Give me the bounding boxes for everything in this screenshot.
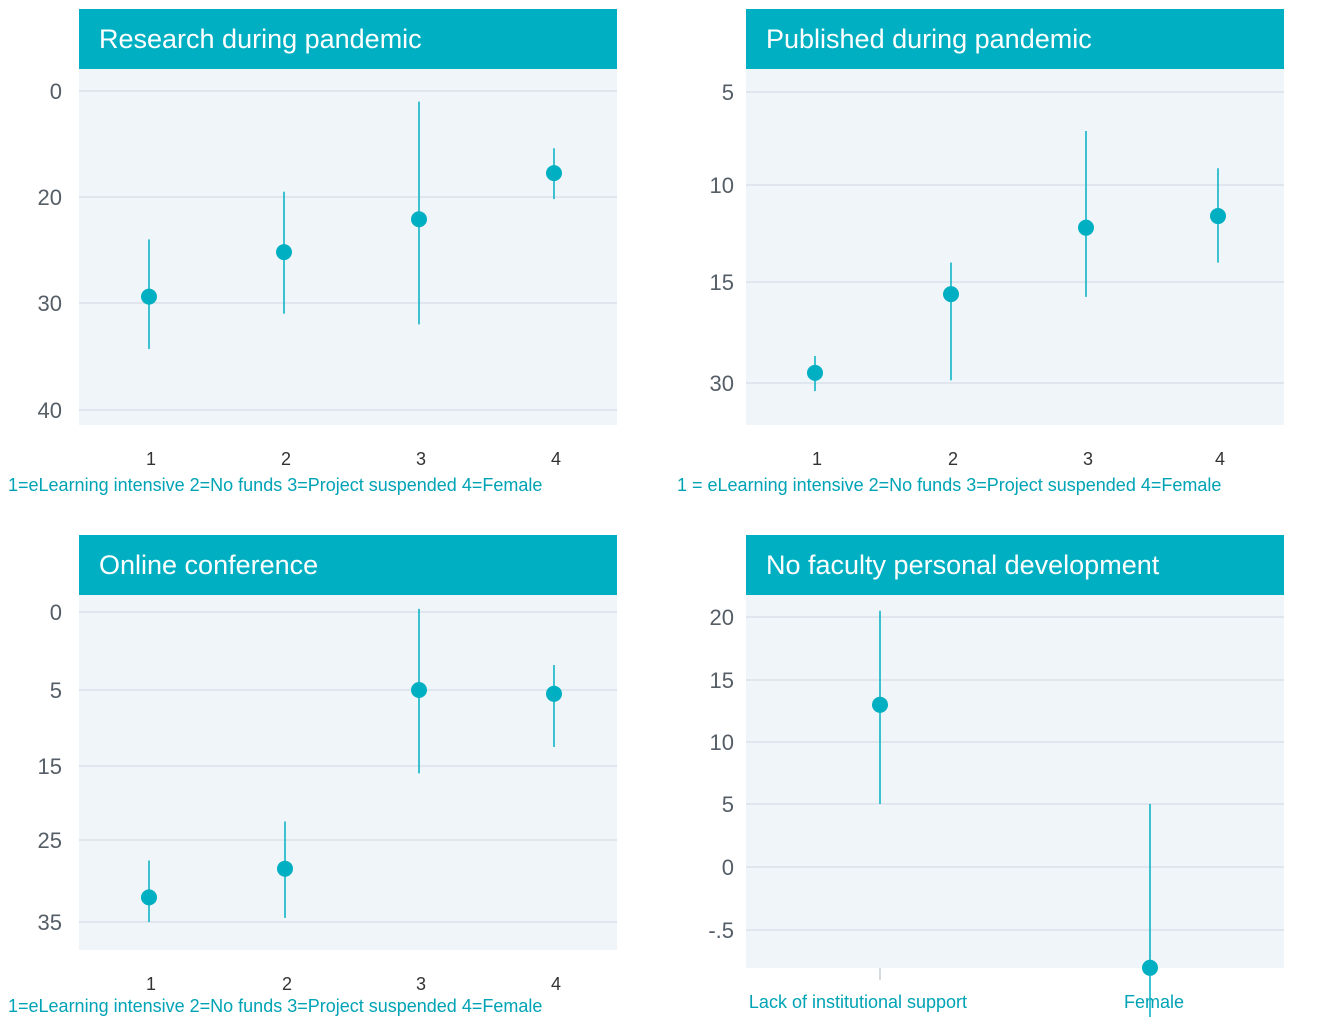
data-point [1210, 208, 1226, 225]
x-tick-label: 1 [146, 974, 156, 994]
y-tick-label: 20 [710, 605, 734, 630]
y-tick-label: 15 [710, 270, 734, 295]
chart-title: Online conference [79, 535, 617, 595]
y-tick-label: 40 [38, 398, 62, 423]
data-point [141, 288, 157, 305]
y-tick-label: 5 [50, 678, 62, 703]
data-point [1078, 219, 1094, 236]
data-point [546, 165, 562, 182]
x-axis-label: 1=eLearning intensive 2=No funds 3=Proje… [8, 475, 543, 495]
data-point [411, 682, 427, 698]
x-tick-label: 2 [282, 974, 292, 994]
y-tick-label: 25 [38, 828, 62, 853]
y-tick-label: 30 [710, 371, 734, 396]
plot-area [746, 68, 1284, 425]
plot-area [79, 594, 617, 950]
data-point [943, 286, 959, 303]
y-tick-label: 15 [38, 754, 62, 779]
x-tick-label: 2 [281, 449, 291, 469]
x-tick-label: 2 [948, 449, 958, 469]
data-point [411, 211, 427, 228]
x-tick-label: 4 [1215, 449, 1225, 469]
y-tick-label: 15 [710, 668, 734, 693]
x-tick-label: 1 [146, 449, 156, 469]
data-point [277, 860, 293, 877]
plot-area [79, 68, 617, 425]
y-tick-label: -.5 [708, 918, 734, 943]
y-tick-label: 0 [50, 600, 62, 625]
y-tick-label: 5 [722, 792, 734, 817]
x-tick-label: 4 [551, 449, 561, 469]
x-tick-label: Female [1124, 992, 1184, 1012]
chart-title: Published during pandemic [746, 9, 1284, 69]
chart-title: No faculty personal development [746, 535, 1284, 595]
x-tick-label: Lack of institutional support [749, 992, 967, 1012]
y-tick-label: 35 [38, 910, 62, 935]
data-point [141, 889, 157, 906]
y-tick-label: 10 [710, 173, 734, 198]
data-point [872, 696, 888, 713]
y-tick-label: 0 [50, 79, 62, 104]
x-tick-label: 3 [1083, 449, 1093, 469]
y-tick-label: 30 [38, 291, 62, 316]
data-point [1142, 959, 1158, 976]
x-tick-label: 3 [416, 974, 426, 994]
y-tick-label: 0 [722, 855, 734, 880]
data-point [276, 244, 292, 261]
x-tick-label: 4 [551, 974, 561, 994]
data-point [807, 364, 823, 381]
y-tick-label: 20 [38, 185, 62, 210]
data-point [546, 685, 562, 702]
plot-area [746, 594, 1284, 968]
x-axis-label: 1 = eLearning intensive 2=No funds 3=Pro… [677, 475, 1222, 495]
y-tick-label: 10 [710, 730, 734, 755]
x-axis-label: 1=eLearning intensive 2=No funds 3=Proje… [8, 996, 543, 1016]
y-tick-label: 5 [722, 80, 734, 105]
chart-title: Research during pandemic [79, 9, 617, 69]
x-tick-label: 3 [416, 449, 426, 469]
x-tick-label: 1 [812, 449, 822, 469]
